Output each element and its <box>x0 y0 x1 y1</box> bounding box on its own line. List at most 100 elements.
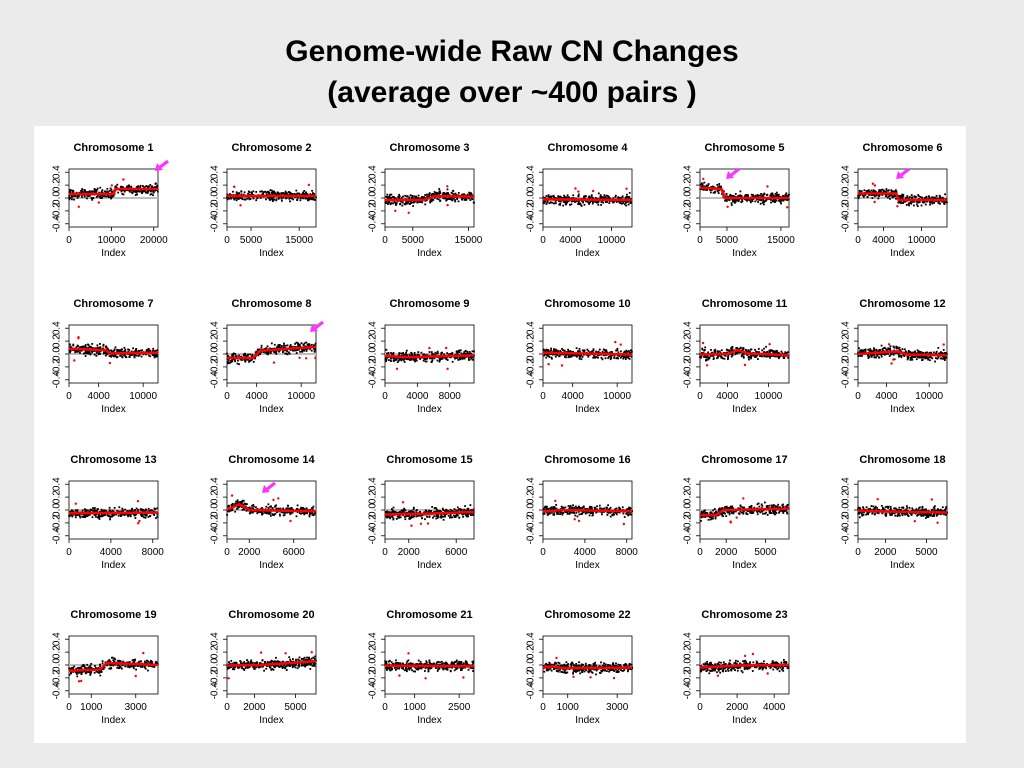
data-point <box>756 198 758 201</box>
data-point <box>901 193 904 196</box>
data-point <box>443 192 445 195</box>
data-point <box>117 514 120 517</box>
outlier-point <box>625 187 628 190</box>
data-point <box>864 194 867 197</box>
data-point <box>111 350 113 353</box>
data-point <box>863 348 866 351</box>
outlier-point <box>230 494 234 497</box>
data-point <box>752 195 755 198</box>
data-point <box>920 355 922 358</box>
data-point <box>77 350 79 353</box>
data-point <box>135 513 138 516</box>
data-point <box>907 202 910 205</box>
data-point <box>97 353 100 356</box>
data-point <box>127 513 129 516</box>
data-point <box>414 354 417 357</box>
data-point <box>391 356 394 359</box>
data-point <box>454 192 457 195</box>
x-tick-label: 10000 <box>287 391 315 402</box>
data-point <box>607 357 610 359</box>
y-tick-label: 0.0 <box>841 347 852 361</box>
data-point <box>110 355 113 357</box>
data-point <box>240 197 243 199</box>
data-point <box>153 507 156 510</box>
data-point <box>544 196 547 199</box>
data-point <box>873 354 876 356</box>
data-point <box>862 196 865 198</box>
data-point <box>895 189 897 192</box>
data-point <box>280 511 283 513</box>
outlier-point <box>122 178 125 181</box>
data-point <box>889 198 891 200</box>
data-point <box>891 352 894 355</box>
data-point <box>417 200 420 203</box>
data-point <box>243 191 246 194</box>
data-point <box>878 189 881 191</box>
data-point <box>289 508 292 511</box>
data-point <box>144 508 147 511</box>
data-point <box>237 198 240 200</box>
data-point <box>613 357 615 359</box>
data-point <box>616 356 619 359</box>
data-point <box>243 508 246 511</box>
data-point <box>265 198 267 201</box>
data-point <box>149 193 152 196</box>
data-point <box>546 354 549 357</box>
y-tick-label: 0.2 <box>841 334 852 348</box>
data-point <box>247 354 249 357</box>
data-point <box>765 345 767 348</box>
outlier-point <box>701 341 705 345</box>
data-point <box>576 354 579 356</box>
data-point <box>603 349 606 352</box>
data-point <box>559 204 561 206</box>
x-tick-label: 0 <box>66 547 72 558</box>
data-point <box>904 196 907 199</box>
data-point <box>597 192 600 195</box>
data-point <box>71 198 73 201</box>
y-tick-label: 0.4 <box>52 321 63 335</box>
data-point <box>945 352 947 354</box>
data-point <box>869 191 871 193</box>
chromosome-plot: Chromosome 1-0.4-0.20.00.20.40 10000 20000… <box>52 142 169 259</box>
data-point <box>261 512 263 515</box>
x-tick-label: 20000 <box>140 235 168 246</box>
data-point <box>451 199 454 202</box>
data-point <box>465 199 467 201</box>
data-point <box>705 356 708 359</box>
data-point <box>136 190 139 193</box>
data-point <box>232 352 235 355</box>
data-point <box>265 191 268 194</box>
data-point <box>71 196 73 198</box>
data-point <box>234 360 237 363</box>
annotation-arrowhead <box>896 171 904 179</box>
data-point <box>929 203 931 206</box>
data-point <box>549 201 552 204</box>
data-point <box>141 349 144 352</box>
data-point <box>602 201 605 204</box>
data-point <box>122 193 125 196</box>
data-point <box>873 347 875 350</box>
data-point <box>81 515 84 518</box>
y-tick-label: 0.0 <box>52 191 63 205</box>
data-point <box>446 198 448 201</box>
data-point <box>149 509 152 512</box>
data-point <box>762 203 765 206</box>
data-point <box>127 348 129 351</box>
data-point <box>279 507 282 510</box>
data-points <box>384 346 475 370</box>
data-point <box>278 347 280 349</box>
y-tick-label: -0.2 <box>526 202 537 220</box>
data-point <box>889 345 892 348</box>
y-tick-label: 0.4 <box>52 165 63 179</box>
outlier-point <box>233 185 236 188</box>
data-point <box>301 507 304 510</box>
data-point <box>247 506 250 509</box>
data-point <box>746 199 748 202</box>
data-point <box>282 346 285 349</box>
data-point <box>581 356 584 358</box>
data-point <box>765 355 767 358</box>
data-point <box>303 349 305 352</box>
data-point <box>73 195 76 197</box>
data-point <box>312 344 315 347</box>
data-point <box>868 356 871 358</box>
